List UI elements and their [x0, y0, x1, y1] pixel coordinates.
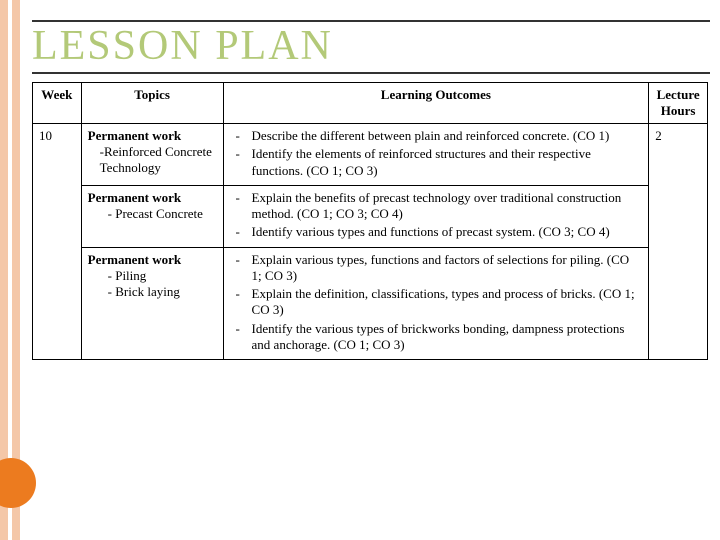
topic-title: Permanent work [88, 128, 217, 144]
outcomes-list: Describe the different between plain and… [230, 128, 643, 179]
cell-topic: Permanent work - Precast Concrete [81, 185, 223, 247]
col-header-outcomes: Learning Outcomes [223, 83, 649, 124]
cell-week: 10 [33, 124, 82, 360]
outcome-item: Identify various types and functions of … [230, 224, 643, 240]
page-content: LESSON PLAN Week Topics Learning Outcome… [32, 18, 710, 360]
topic-sub: - Precast Concrete [88, 206, 217, 222]
outcome-item: Explain the benefits of precast technolo… [230, 190, 643, 223]
topic-sub: - Brick laying [88, 284, 217, 300]
table-header-row: Week Topics Learning Outcomes Lecture Ho… [33, 83, 708, 124]
table-row: Permanent work - Piling - Brick laying E… [33, 247, 708, 360]
cell-topic: Permanent work -Reinforced Concrete Tech… [81, 124, 223, 186]
topic-title: Permanent work [88, 252, 217, 268]
outcomes-list: Explain various types, functions and fac… [230, 252, 643, 354]
outcomes-list: Explain the benefits of precast technolo… [230, 190, 643, 241]
outcome-item: Explain various types, functions and fac… [230, 252, 643, 285]
rule-bottom [32, 72, 710, 74]
cell-outcomes: Explain various types, functions and fac… [223, 247, 649, 360]
col-header-hours: Lecture Hours [649, 83, 708, 124]
outcome-item: Identify the elements of reinforced stru… [230, 146, 643, 179]
cell-topic: Permanent work - Piling - Brick laying [81, 247, 223, 360]
cell-outcomes: Describe the different between plain and… [223, 124, 649, 186]
table-row: 10 Permanent work -Reinforced Concrete T… [33, 124, 708, 186]
accent-circle [0, 458, 36, 508]
topic-sub: - Piling [88, 268, 217, 284]
col-header-topics: Topics [81, 83, 223, 124]
lesson-table: Week Topics Learning Outcomes Lecture Ho… [32, 82, 708, 360]
outcome-item: Identify the various types of brickworks… [230, 321, 643, 354]
col-header-week: Week [33, 83, 82, 124]
topic-title: Permanent work [88, 190, 217, 206]
outcome-item: Explain the definition, classifications,… [230, 286, 643, 319]
table-row: Permanent work - Precast Concrete Explai… [33, 185, 708, 247]
cell-outcomes: Explain the benefits of precast technolo… [223, 185, 649, 247]
outcome-item: Describe the different between plain and… [230, 128, 643, 144]
page-title: LESSON PLAN [32, 22, 710, 70]
cell-hours: 2 [649, 124, 708, 360]
topic-sub: -Reinforced Concrete Technology [88, 144, 217, 176]
